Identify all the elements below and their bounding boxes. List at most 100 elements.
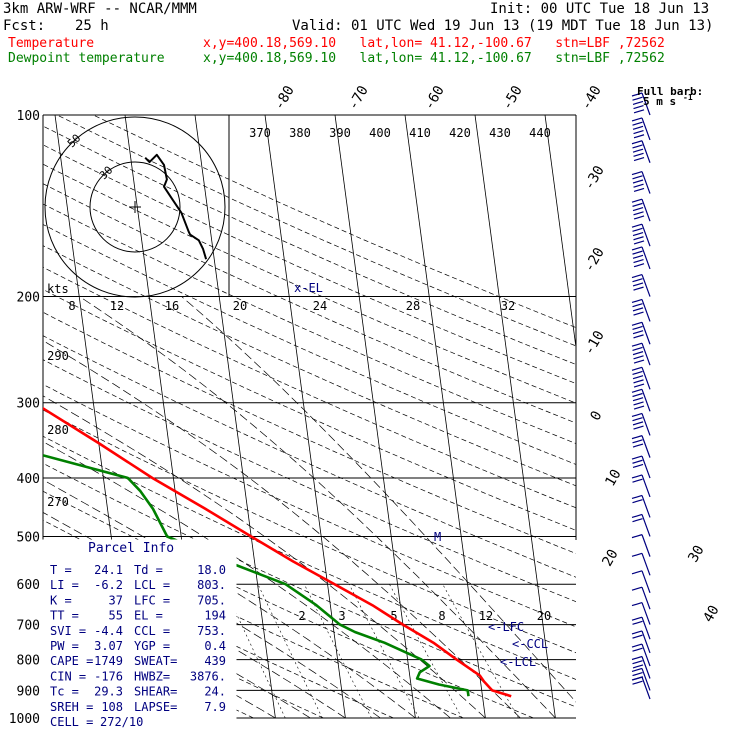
- wind-barb-flag: [632, 443, 644, 448]
- sounding-annotation: <-LFC: [488, 620, 524, 634]
- dry-adiabat-line: [43, 144, 576, 384]
- wind-barb-flag: [632, 634, 643, 639]
- parcel-field-label: LAPSE=: [134, 700, 177, 714]
- parcel-cell-value: 272/10: [100, 715, 143, 729]
- wind-barb-flag: [633, 425, 644, 430]
- wind-barb-flag: [633, 240, 645, 245]
- isotherm-line: [544, 115, 576, 351]
- hodograph-tick-label: 24: [313, 299, 327, 313]
- wind-barb-staff: [641, 668, 651, 691]
- wind-barb-staff: [641, 435, 651, 458]
- temperature-legend-info: x,y=400.18,569.10 lat,lon= 41.12,-100.67…: [203, 36, 665, 51]
- wind-barb-flag: [633, 109, 645, 114]
- theta-label: 370: [249, 126, 271, 140]
- hodograph-units: kts: [47, 282, 69, 296]
- hodograph-tick-label: 16: [165, 299, 179, 313]
- wind-barb-flag: [633, 355, 644, 360]
- wind-barb-staff: [641, 299, 651, 322]
- wind-barb: [631, 412, 651, 436]
- wind-barb-flag: [632, 346, 643, 352]
- wind-barb-flag: [631, 223, 643, 228]
- parcel-field-label: CAPE =: [50, 654, 93, 668]
- sounding-annotation: <-LCL: [500, 655, 536, 669]
- mixing-ratio-label: 20: [537, 609, 551, 623]
- wind-barb-staff: [641, 171, 651, 194]
- wind-barb-staff: [641, 495, 651, 518]
- wind-barb-flag: [633, 311, 644, 316]
- wind-barb: [631, 366, 651, 390]
- mixing-ratio-label: 3: [338, 609, 345, 623]
- wind-barb-flag: [631, 140, 643, 145]
- moist-adiabat-line: [181, 296, 576, 703]
- dewpoint-legend-info: x,y=400.18,569.10 lat,lon= 41.12,-100.67…: [203, 51, 665, 66]
- parcel-field-label: CCL =: [134, 624, 170, 638]
- init-time: Init: 00 UTC Tue 18 Jun 13: [490, 1, 710, 17]
- wind-barb-flag: [632, 254, 644, 259]
- wind-barb-flag: [631, 246, 643, 251]
- wind-barb-flag: [633, 263, 645, 268]
- parcel-field-value: 439: [204, 654, 226, 668]
- wind-barb-flag: [631, 321, 643, 326]
- mixing-ratio-label: 12: [479, 609, 493, 623]
- parcel-field-value: -176: [94, 669, 123, 683]
- wind-barb-flag: [631, 494, 643, 500]
- wind-barb-staff: [641, 198, 651, 222]
- wind-barb-flag: [632, 647, 643, 652]
- wind-barb-flag: [631, 388, 643, 393]
- temperature-legend-label: Temperature: [8, 36, 95, 51]
- wind-barb-staff: [641, 553, 651, 576]
- wind-barb-flag: [631, 435, 643, 440]
- wind-barb-staff: [641, 602, 651, 625]
- wind-barb-flag: [631, 602, 643, 607]
- wind-barb-flag: [632, 125, 644, 130]
- hodograph-ring-outer: [44, 116, 226, 298]
- wind-barb-flag: [631, 643, 643, 648]
- parcel-field-label: PW =: [50, 639, 79, 653]
- wind-barb-flag: [632, 421, 644, 426]
- wind-barb-flag: [633, 401, 644, 406]
- wind-barb-flag: [632, 100, 644, 105]
- isotherm-label: -80: [271, 83, 298, 113]
- isotherm-label: -20: [581, 245, 608, 275]
- wind-barb-flag: [631, 630, 643, 635]
- isotherm-label: -30: [581, 163, 608, 193]
- wind-barb: [631, 92, 651, 116]
- wind-barb-staff: [641, 246, 651, 270]
- wind-barb: [631, 616, 651, 640]
- wind-barb-staff: [641, 534, 651, 557]
- dry-adiabat-line: [43, 519, 464, 718]
- barb-legend-title: Full barb:: [637, 85, 703, 98]
- parcel-field-label: Td =: [134, 563, 163, 577]
- isotherm-line: [404, 115, 486, 718]
- wind-barb-staff: [641, 92, 651, 116]
- wind-barb-flag: [631, 655, 643, 661]
- parcel-field-value: 803.: [197, 578, 226, 592]
- wind-barb-staff: [641, 616, 651, 640]
- theta-label: 420: [449, 126, 471, 140]
- wind-barb-staff: [641, 676, 651, 700]
- pressure-tick-label: 600: [17, 578, 40, 593]
- wind-barb-flag: [631, 667, 643, 672]
- wind-barb-flag: [632, 121, 643, 126]
- hodograph-tick-label: 20: [233, 299, 247, 313]
- parcel-field-value: 194: [204, 609, 226, 623]
- wind-barb: [631, 474, 651, 498]
- wind-barb-flag: [633, 134, 645, 139]
- wind-barb-flag: [633, 383, 645, 388]
- isotherm-label: -10: [581, 328, 608, 358]
- moist-adiabat-line: [43, 565, 311, 718]
- wind-barb: [631, 198, 651, 222]
- wind-barb-flag: [632, 397, 644, 402]
- isotherm-label: -60: [421, 83, 448, 113]
- valid-time: Valid: 01 UTC Wed 19 Jun 13 (19 MDT Tue …: [292, 18, 714, 34]
- wind-barb-flag: [633, 405, 645, 410]
- wind-barb-flag: [632, 351, 644, 356]
- wind-barb-flag: [632, 250, 643, 255]
- wind-barb-flag: [633, 105, 644, 110]
- wind-barb-staff: [641, 223, 651, 247]
- wind-barb-flag: [631, 534, 643, 539]
- wind-barb-flag: [632, 175, 643, 180]
- parcel-field-value: 753.: [197, 624, 226, 638]
- parcel-field-label: SREH =: [50, 700, 93, 714]
